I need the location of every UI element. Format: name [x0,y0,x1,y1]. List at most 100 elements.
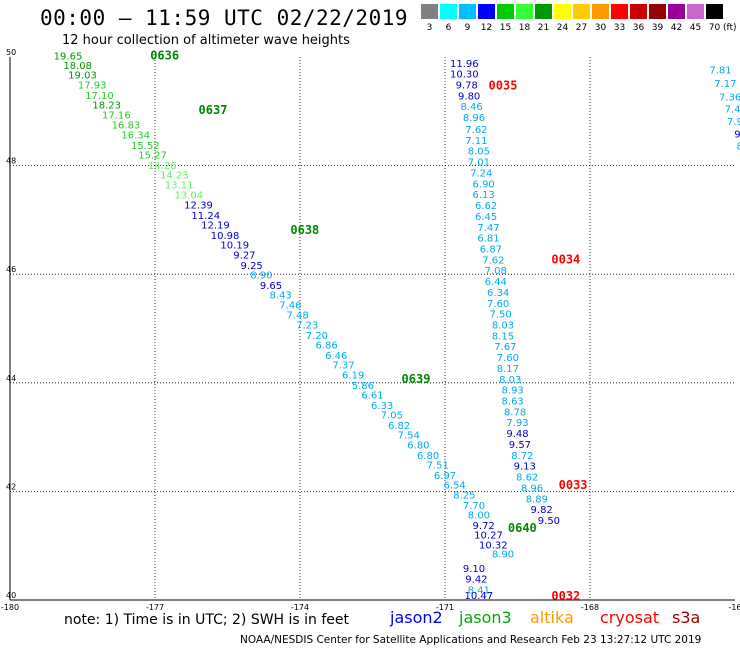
x-tick-label: -180 [1,603,19,612]
data-label: 8.62 [516,473,538,484]
data-label: 12.19 [201,221,230,232]
data-label: 7.36 [719,92,740,103]
legend-label: 30 [594,23,607,33]
legend-swatch [706,4,723,19]
legend-label: 27 [575,23,588,33]
legend-label: 36 [632,23,645,33]
data-label: 9 [734,129,740,140]
legend-swatch [497,4,514,19]
legend-label: 33 [613,23,626,33]
data-label: 7.08 [485,266,507,277]
data-label: 17.93 [78,80,107,91]
data-label: 7.51 [427,461,449,472]
data-label: 10.32 [479,540,508,551]
legend-label: 12 [480,23,493,33]
data-label: 8.17 [497,364,519,375]
legend-swatch [535,4,552,19]
data-label: 7.05 [381,411,403,422]
data-label: 10.98 [211,231,240,242]
legend-unit: (ft) [723,23,737,33]
legend-label: 70 [708,23,721,33]
credit-line: NOAA/NESDIS Center for Satellite Applica… [240,634,702,646]
satellite-cryosat: cryosat [600,608,660,627]
data-label: 8.93 [502,386,524,397]
time-label: 0640 [508,521,537,535]
data-label: 9.10 [463,564,485,575]
data-label: 7.37 [332,361,354,372]
legend-swatch [687,4,704,19]
data-label: 6.13 [473,190,495,201]
data-label: 8.90 [492,550,514,561]
data-label: 7.17 [714,79,736,90]
data-label: 12.39 [184,200,213,211]
data-label: 10.27 [474,531,503,542]
footnote: note: 1) Time is in UTC; 2) SWH is in fe… [64,612,350,628]
data-label: 8.03 [492,321,514,332]
legend-label: 18 [518,23,531,33]
x-tick-label: -177 [146,603,164,612]
time-label: 0636 [150,49,179,63]
satellite-jason3: jason3 [459,608,512,627]
legend-swatch [516,4,533,19]
y-tick-label: 42 [6,482,16,491]
data-label: 9.48 [506,429,528,440]
data-label: 11.24 [191,211,220,222]
legend-label: 15 [499,23,512,33]
data-label: 8.41 [468,585,490,596]
data-label: 7.62 [465,125,487,136]
legend-swatch [630,4,647,19]
data-label: 7.20 [306,331,328,342]
legend-swatch [421,4,438,19]
data-label: 8.96 [521,483,543,494]
data-label: 7.23 [296,321,318,332]
time-label: 0032 [551,589,580,603]
data-label: 6.87 [480,244,502,255]
data-label: 8.00 [468,511,490,522]
legend-swatch [478,4,495,19]
satellite-altika: altika [530,608,574,627]
data-label: 19.03 [68,71,97,82]
data-label: 9.78 [456,80,478,91]
data-label: 7.62 [482,255,504,266]
data-label: 8.25 [453,490,475,501]
data-label: 7.93 [506,418,528,429]
legend-label: 3 [426,23,433,33]
data-label: 7.54 [398,431,420,442]
data-label: 6.46 [325,351,347,362]
legend-label: 6 [445,23,452,33]
data-label: 17.10 [85,91,114,102]
legend-swatch [611,4,628,19]
data-label: 13.11 [165,180,194,191]
data-label: 7.67 [494,342,516,353]
data-label: 8.43 [270,291,292,302]
data-label: 8.03 [499,375,521,386]
data-label: 6.62 [475,201,497,212]
legend-swatch [649,4,666,19]
data-label: 7.48 [286,311,308,322]
data-label: 8.78 [504,407,526,418]
satellite-jason2: jason2 [390,608,443,627]
time-label: 0033 [559,478,588,492]
data-label: 9.72 [473,521,495,532]
data-label: 6.82 [388,421,410,432]
legend-swatch [592,4,609,19]
legend-swatch [554,4,571,19]
data-label: 6.86 [315,341,337,352]
data-label: 6.97 [434,471,456,482]
data-label: 6.80 [417,451,439,462]
data-label: 5.86 [352,381,374,392]
legend-label: 45 [689,23,702,33]
data-label: 18.23 [92,101,121,112]
legend-label: 24 [556,23,569,33]
data-label: 8.05 [468,147,490,158]
data-label: 7.81 [709,65,731,76]
data-label: 7.24 [470,168,492,179]
legend-label: 39 [651,23,664,33]
data-label: 7.4 [725,104,740,115]
legend-swatch [573,4,590,19]
data-label: 7.01 [468,158,490,169]
data-label: 9.42 [465,575,487,586]
legend-swatch [668,4,685,19]
legend-label: 42 [670,23,683,33]
data-label: 7.9 [727,117,740,128]
